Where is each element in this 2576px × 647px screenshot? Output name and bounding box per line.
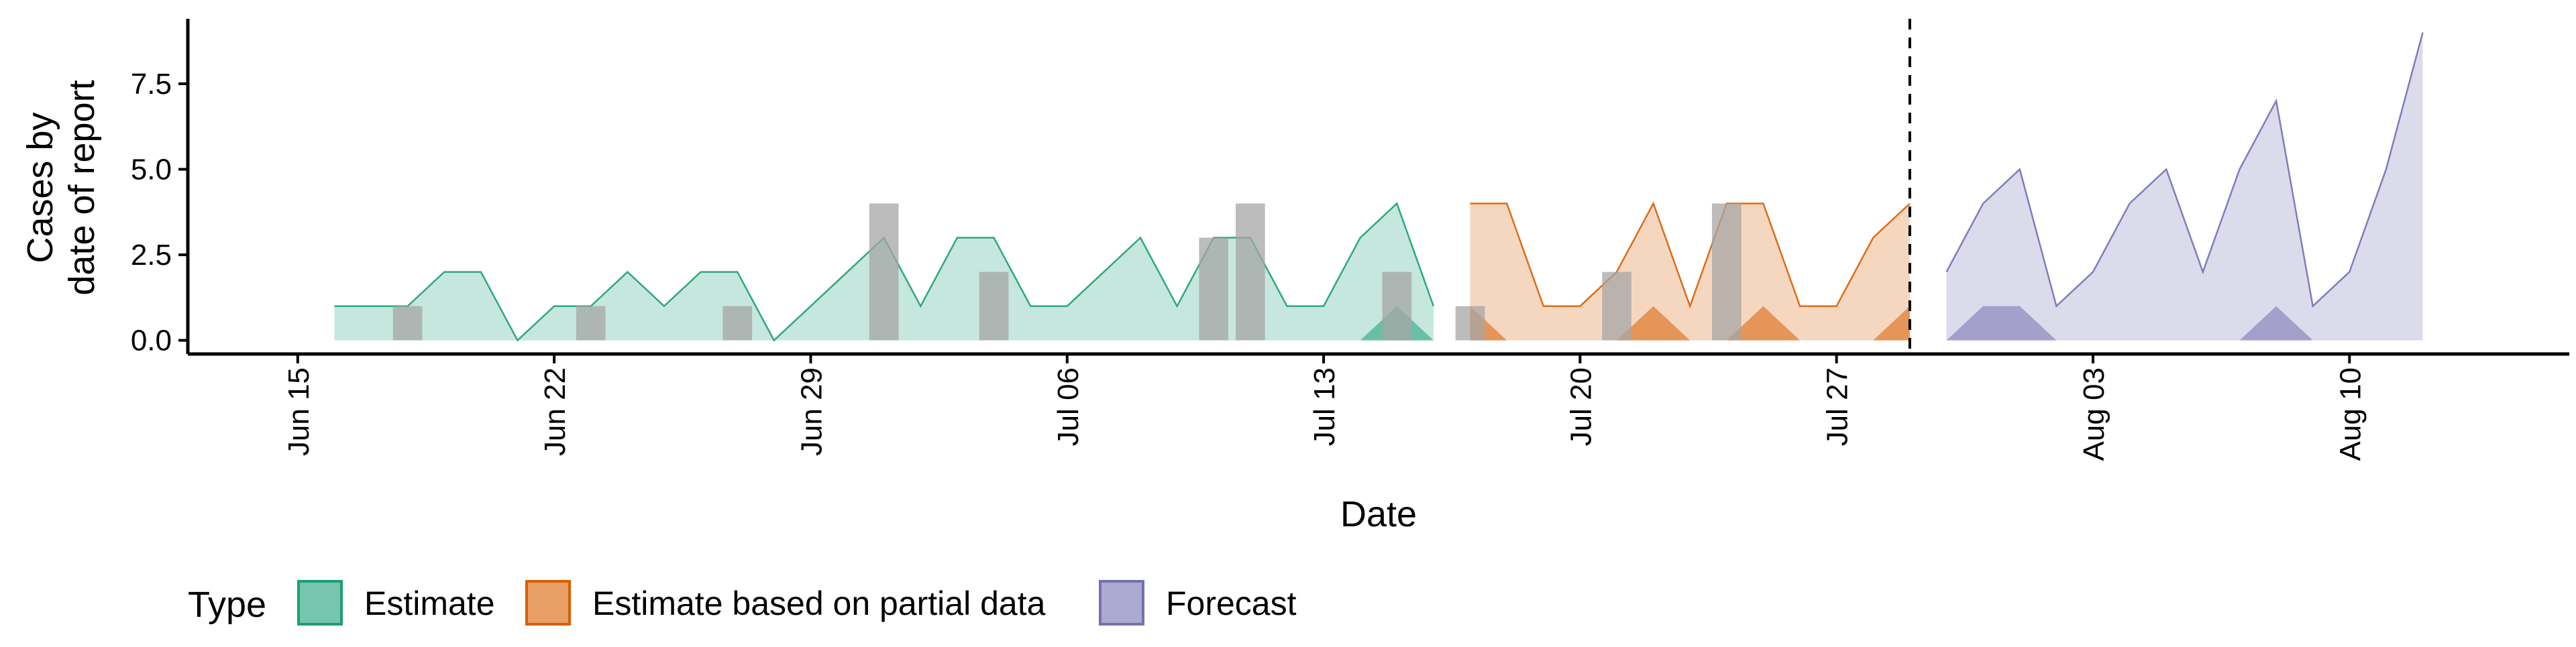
x-tick-label-2: Jun 29 [796,367,828,456]
y-tick-label-0: 0.0 [131,325,172,357]
x-tick-label-8: Aug 10 [2334,367,2367,461]
x-tick-label-0: Jun 15 [282,367,315,456]
legend-label-1: Estimate based on partial data [592,585,1046,622]
observed-bar-3 [869,203,899,341]
series-2-upper-line [1945,32,2424,308]
observed-bar-5 [1199,237,1229,341]
observed-bar-10 [1712,203,1741,341]
y-tick-label-1: 2.5 [131,239,172,272]
legend-swatch-2 [1099,580,1144,626]
series-1-upper-line [1470,201,1911,309]
x-tick-label-1: Jun 22 [539,367,572,456]
observed-bar-4 [979,272,1009,341]
legend: Type Estimate Estimate based on partial d… [188,580,1297,626]
x-axis-title: Date [1340,494,1417,534]
series-2-band [1946,32,2423,341]
legend-swatch-1 [525,580,571,626]
observed-bar-6 [1236,203,1265,341]
x-tick-label-3: Jul 06 [1052,367,1085,446]
plot-area [334,19,2424,354]
legend-title: Type [188,585,266,625]
observed-bar-1 [576,306,606,341]
y-axis-title-line-2: date of report [62,80,102,295]
legend-label-2: Forecast [1166,585,1297,622]
x-tick-label-5: Jul 20 [1564,367,1597,446]
observed-bar-2 [722,306,753,341]
observed-bar-9 [1602,272,1631,341]
series-2-inner-band [1946,306,2423,341]
observed-bar-8 [1455,306,1485,341]
legend-label-0: Estimate [364,585,495,622]
observed-bar-7 [1382,272,1412,341]
series-1-band [1470,203,1910,341]
x-tick-label-4: Jul 13 [1308,367,1341,446]
y-ticks: 0.0 2.5 5.0 7.5 [131,68,188,357]
axes [186,19,2569,356]
y-axis-title-line-1: Cases by [20,112,60,263]
x-ticks: Jun 15 Jun 22 Jun 29 Jul 06 Jul 13 Jul 20 Jul … [282,354,2367,461]
y-tick-label-2: 5.0 [131,153,172,186]
observed-bar-0 [392,306,423,341]
x-tick-label-6: Jul 27 [1821,367,1854,446]
x-tick-label-7: Aug 03 [2078,367,2110,461]
legend-swatch-0 [297,580,343,626]
y-tick-label-3: 7.5 [131,68,172,101]
